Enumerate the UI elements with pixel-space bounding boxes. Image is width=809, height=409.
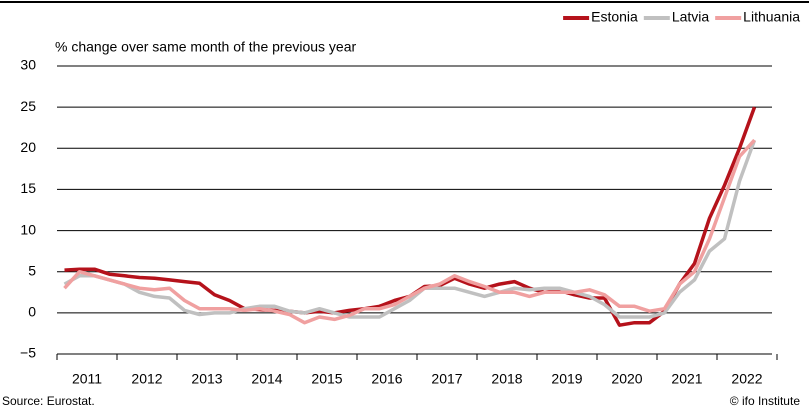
series-line — [63, 138, 756, 325]
x-tick-label: 2013 — [191, 371, 222, 387]
legend-label: Estonia — [591, 9, 638, 25]
x-tick-label: 2015 — [311, 371, 342, 387]
series-line — [64, 106, 757, 327]
y-tick-label: 30 — [20, 57, 36, 73]
x-tick-label: 2022 — [731, 371, 762, 387]
x-tick-label: 2021 — [671, 371, 702, 387]
series-line — [63, 139, 757, 319]
x-tick-label: 2019 — [551, 371, 582, 387]
y-tick-label: 25 — [20, 98, 36, 114]
y-tick-label: 5 — [28, 262, 36, 278]
x-tick-label: 2016 — [371, 371, 402, 387]
x-tick-label: 2014 — [251, 371, 282, 387]
y-tick-label: −5 — [20, 345, 36, 361]
x-tick-label: 2017 — [431, 371, 462, 387]
y-tick-label: 20 — [20, 139, 36, 155]
x-tick-label: 2012 — [131, 371, 162, 387]
x-tick-label: 2020 — [611, 371, 642, 387]
x-tick-label: 2018 — [491, 371, 522, 387]
subtitle: % change over same month of the previous… — [55, 39, 357, 55]
x-tick-label: 2011 — [72, 371, 102, 387]
y-tick-label: 0 — [28, 304, 36, 320]
y-tick-label: 10 — [20, 221, 36, 237]
legend-label: Lithuania — [743, 9, 800, 25]
credit: © ifo Institute — [730, 394, 801, 408]
legend-label: Latvia — [672, 9, 710, 25]
y-tick-label: 15 — [20, 180, 36, 196]
source: Source: Eurostat. — [2, 394, 95, 408]
